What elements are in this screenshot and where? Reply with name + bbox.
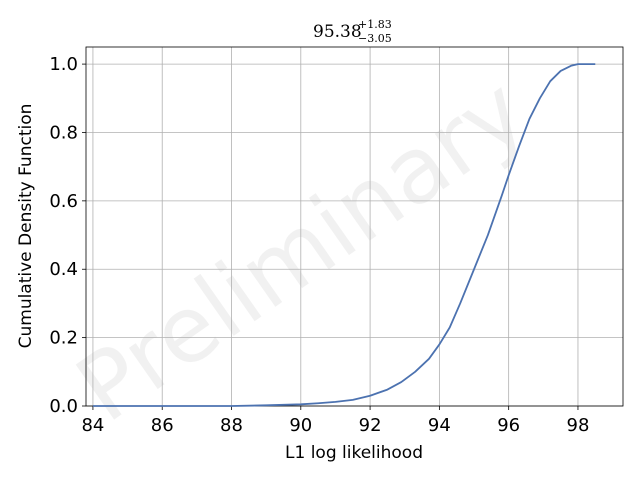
y-tick-label: 1.0 xyxy=(49,54,78,75)
cdf-line xyxy=(92,63,596,407)
series-layer xyxy=(92,63,596,407)
plot-frame xyxy=(85,46,624,407)
x-axis: 84 86 88 90 92 94 96 98 xyxy=(81,406,589,436)
chart-title-value: 95.38 xyxy=(313,22,362,42)
x-tick-label: 90 xyxy=(289,415,312,436)
x-tick-label: 94 xyxy=(428,415,451,436)
y-axis: 0.0 0.2 0.4 0.6 0.8 1.0 xyxy=(49,54,86,417)
y-tick-label: 0.0 xyxy=(49,396,78,417)
x-tick-label: 98 xyxy=(567,415,590,436)
x-tick-label: 84 xyxy=(81,415,104,436)
preliminary-watermark: Preliminary xyxy=(58,57,545,443)
plot-border xyxy=(85,46,624,407)
y-axis-label: Cumulative Density Function xyxy=(16,104,36,349)
y-tick-label: 0.2 xyxy=(49,328,78,349)
x-tick-label: 88 xyxy=(220,415,243,436)
y-tick-label: 0.4 xyxy=(49,259,78,280)
y-tick-label: 0.6 xyxy=(49,191,78,212)
chart-title-lower-error: −3.05 xyxy=(358,32,392,45)
chart-title-upper-error: +1.83 xyxy=(358,18,392,31)
y-tick-label: 0.8 xyxy=(49,122,78,143)
x-tick-label: 86 xyxy=(151,415,174,436)
x-axis-label: L1 log likelihood xyxy=(285,443,423,463)
grid-lines xyxy=(86,47,623,407)
x-tick-label: 92 xyxy=(359,415,382,436)
x-tick-label: 96 xyxy=(497,415,520,436)
